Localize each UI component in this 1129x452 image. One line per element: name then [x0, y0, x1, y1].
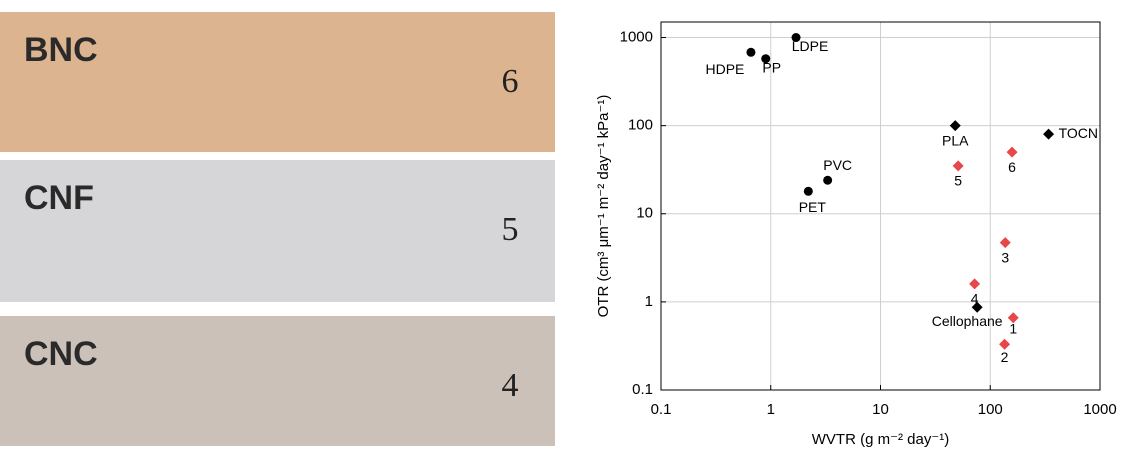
x-tick-label: 1	[767, 401, 775, 418]
point	[969, 278, 980, 289]
point	[746, 48, 755, 57]
point-label: TOCN	[1059, 125, 1098, 141]
x-tick-label: 10	[872, 401, 889, 418]
y-tick-label: 1000	[620, 28, 653, 45]
point-label: LDPE	[792, 38, 829, 54]
point	[804, 187, 813, 196]
point-label: 3	[1001, 249, 1009, 265]
photo-label: CNC	[24, 335, 98, 373]
point-label: 6	[1008, 159, 1016, 175]
photo-number: 4	[502, 367, 519, 404]
point	[1007, 147, 1018, 158]
point-label: HDPE	[705, 61, 744, 77]
point	[953, 160, 964, 171]
point-label: 1	[1009, 320, 1017, 336]
y-axis-label: OTR (cm³ μm⁻¹ m⁻² day⁻¹ kPa⁻¹)	[595, 95, 612, 318]
point-label: PVC	[823, 157, 852, 173]
y-tick-label: 10	[636, 205, 653, 222]
point	[1043, 129, 1054, 140]
figure: BNC 6 CNF 5 CNC 4 0.1 1 10 100 1000 0.1 1 10 100 1000 WV…	[0, 0, 1129, 452]
point-label: PLA	[942, 132, 969, 148]
point-label: 4	[971, 291, 979, 307]
x-axis-label: WVTR (g m⁻² day⁻¹)	[812, 431, 950, 448]
point-label: PET	[799, 199, 827, 215]
photo-label: CNF	[24, 179, 94, 217]
photo-number: 5	[502, 211, 519, 248]
photo-label: BNC	[24, 31, 98, 69]
point-label: 2	[1001, 349, 1009, 365]
point	[950, 120, 961, 131]
x-tick-label: 100	[978, 401, 1003, 418]
point-label: Cellophane	[932, 313, 1003, 329]
y-tick-label: 1	[645, 293, 653, 310]
x-tick-label: 0.1	[651, 401, 672, 418]
point-label: PP	[762, 59, 781, 75]
point	[1000, 237, 1011, 248]
point-label: 5	[954, 173, 962, 189]
photo-number: 6	[502, 63, 519, 100]
point	[823, 176, 832, 185]
y-tick-label: 100	[628, 117, 653, 134]
x-tick-label: 1000	[1083, 401, 1116, 418]
y-tick-label: 0.1	[632, 381, 653, 398]
